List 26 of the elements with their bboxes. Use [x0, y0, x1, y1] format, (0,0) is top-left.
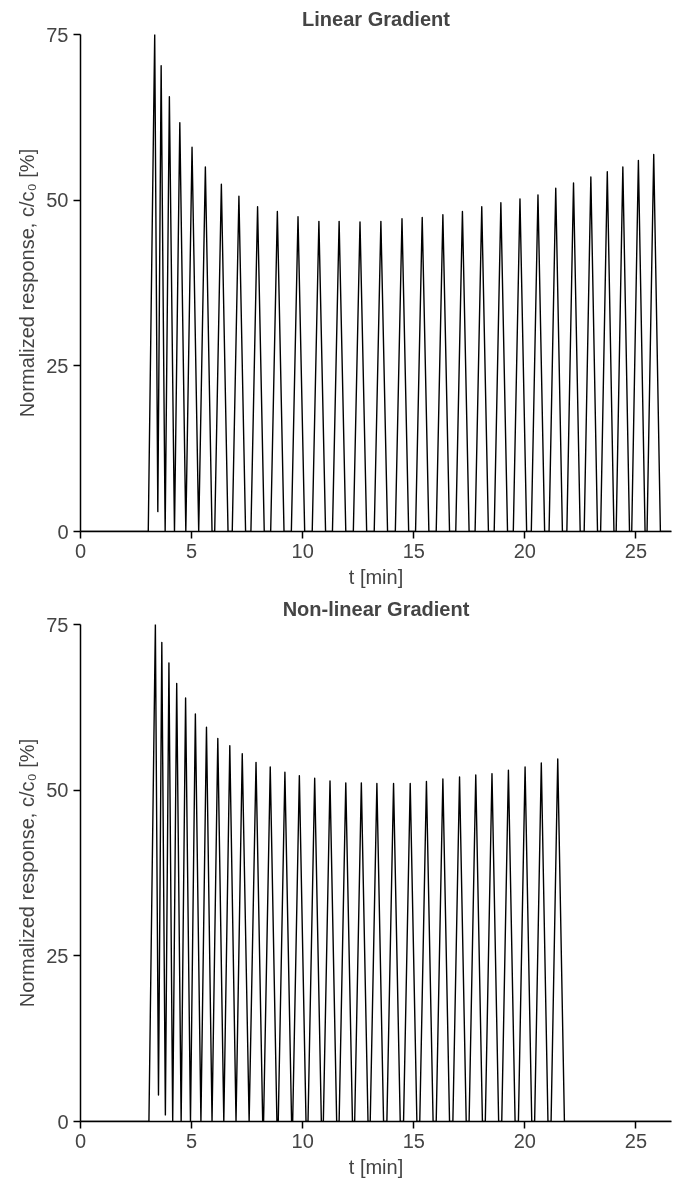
y-tick-label: 50	[46, 779, 69, 802]
x-axis-title: t [min]	[348, 565, 404, 588]
y-tick-label: 25	[46, 354, 69, 377]
x-tick-label: 0	[74, 539, 87, 562]
x-axis-title: t [min]	[348, 1155, 404, 1178]
y-tick-label: 25	[46, 944, 69, 967]
x-tick-label: 15	[402, 539, 425, 562]
x-tick-label: 10	[291, 539, 314, 562]
x-tick-label: 20	[513, 1129, 536, 1152]
y-axis-title: Normalized response, c/c₀ [%]	[16, 148, 39, 418]
x-tick-label: 5	[186, 1129, 198, 1152]
y-axis-title: Normalized response, c/c₀ [%]	[16, 738, 39, 1008]
y-tick-label: 0	[57, 1110, 69, 1133]
x-tick-label: 0	[74, 1129, 87, 1152]
x-tick-label: 25	[624, 539, 648, 562]
chart-title: Non-linear Gradient	[282, 597, 470, 620]
y-tick-label: 75	[46, 23, 69, 46]
x-tick-label: 25	[624, 1129, 648, 1152]
y-tick-label: 75	[46, 613, 69, 636]
x-tick-label: 10	[291, 1129, 314, 1152]
x-tick-label: 20	[513, 539, 536, 562]
x-tick-label: 5	[186, 539, 198, 562]
x-tick-label: 15	[402, 1129, 425, 1152]
chart-title: Linear Gradient	[302, 7, 451, 30]
y-tick-label: 50	[46, 189, 69, 212]
y-tick-label: 0	[57, 520, 69, 543]
